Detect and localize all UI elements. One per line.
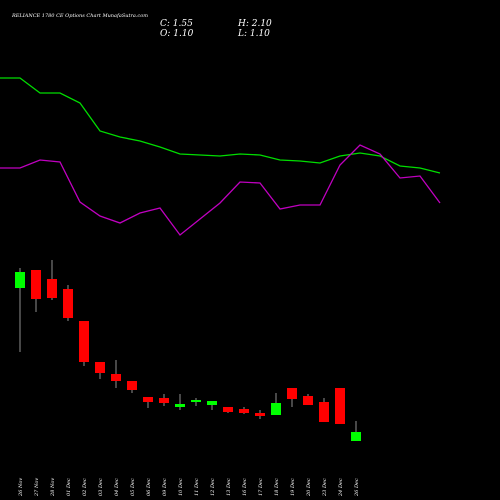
- candle-body: [287, 388, 297, 399]
- candle-body: [271, 403, 281, 415]
- chart-title: RELIANCE 1780 CE Options Chart MunafaSut…: [11, 13, 148, 19]
- x-tick-label: 09 Dec: [162, 478, 168, 496]
- x-tick-label: 23 Dec: [322, 478, 328, 497]
- candle-body: [303, 396, 313, 405]
- candle-body: [127, 381, 137, 390]
- x-tick-label: 13 Dec: [226, 478, 232, 496]
- x-tick-label: 27 Nov: [34, 478, 40, 497]
- x-tick-label: 02 Dec: [82, 478, 88, 496]
- candle-body: [143, 397, 153, 402]
- line-series: [0, 77, 441, 174]
- candle-body: [191, 400, 201, 402]
- candle-body: [31, 270, 41, 299]
- x-tick-label: 03 Dec: [98, 478, 104, 496]
- x-tick-label: 04 Dec: [114, 478, 120, 496]
- x-tick-label: 20 Dec: [306, 478, 312, 497]
- close-label: C: 1.55: [160, 19, 193, 29]
- candle-body: [255, 413, 265, 416]
- x-tick-label: 28 Nov: [50, 478, 56, 497]
- x-tick-label: 05 Dec: [130, 478, 136, 496]
- x-tick-label: 06 Dec: [146, 478, 152, 496]
- candle-body: [15, 272, 25, 288]
- candle-body: [47, 279, 57, 298]
- candle-body: [159, 398, 169, 403]
- candle-body: [207, 401, 217, 405]
- candle-body: [335, 388, 345, 424]
- high-label: H: 2.10: [237, 19, 272, 29]
- candle-body: [63, 289, 73, 318]
- x-tick-label: 17 Dec: [258, 478, 264, 496]
- candle-body: [111, 374, 121, 381]
- x-tick-label: 10 Dec: [178, 478, 184, 496]
- x-tick-label: 12 Dec: [210, 478, 216, 496]
- x-tick-label: 26 Dec: [354, 478, 360, 497]
- candle-body: [79, 321, 89, 362]
- line-series: [0, 144, 441, 236]
- candle-body: [223, 407, 233, 412]
- open-label: O: 1.10: [160, 29, 194, 39]
- x-tick-label: 24 Dec: [338, 478, 344, 497]
- candle-body: [95, 362, 105, 373]
- x-tick-label: 11 Dec: [194, 478, 200, 496]
- x-tick-label: 01 Dec: [66, 478, 72, 496]
- candle-body: [319, 402, 329, 422]
- candle-body: [175, 404, 185, 407]
- x-tick-label: 19 Dec: [290, 478, 296, 496]
- candle-body: [351, 432, 361, 441]
- x-tick-label: 26 Nov: [18, 478, 24, 497]
- x-tick-label: 18 Dec: [274, 478, 280, 496]
- low-label: L: 1.10: [237, 29, 270, 39]
- candle-body: [239, 409, 249, 413]
- x-tick-label: 16 Dec: [242, 478, 248, 496]
